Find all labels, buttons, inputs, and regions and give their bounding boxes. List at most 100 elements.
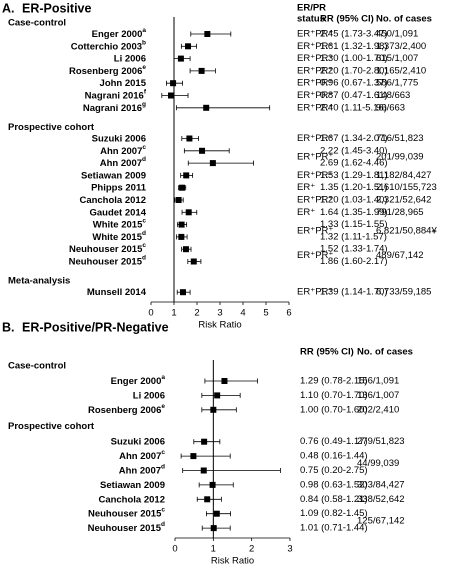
study-label: Ahn 2007d	[119, 464, 165, 476]
study-note: d	[142, 156, 146, 163]
cases-label: 279/51,823	[357, 436, 405, 447]
point-estimate	[186, 135, 193, 142]
point-estimate	[178, 233, 185, 240]
point-estimate	[209, 160, 216, 167]
column-header: status	[297, 14, 325, 25]
point-estimate	[221, 378, 228, 384]
point-estimate	[175, 197, 182, 203]
rr-label: 2.20 (1.70-2.80)	[320, 65, 388, 76]
point-estimate	[204, 31, 211, 37]
study-label: Enger 2000a	[92, 27, 147, 39]
x-axis-label: Risk Ratio	[211, 556, 254, 567]
study-name: John 2015	[100, 78, 147, 89]
point-estimate	[170, 80, 177, 87]
study-name: Neuhouser 2015	[69, 244, 143, 255]
study-name: Nagrani 2016	[85, 90, 144, 101]
status-label: ER⁺PR⁺	[297, 102, 333, 113]
point-estimate	[190, 453, 197, 460]
study-label: Canchola 2012	[79, 195, 146, 206]
point-estimate	[179, 184, 186, 191]
point-estimate	[182, 246, 189, 253]
cases-label: 136/1,007	[357, 390, 399, 401]
study-name: Ahn 2007	[100, 145, 142, 156]
study-name: Enger 2000	[92, 29, 143, 40]
point-estimate	[214, 392, 221, 399]
study-name: Nagrani 2016	[83, 102, 142, 113]
column-header: ER/PR	[297, 3, 326, 14]
column-header: RR (95% CI)	[320, 14, 374, 25]
x-tick-label: 1	[171, 308, 176, 319]
study-note: c	[161, 449, 165, 456]
rr-label: 2.22 (1.45-3.40)	[320, 145, 388, 156]
status-label: ER⁺PR⁺	[297, 170, 333, 181]
status-label: ER⁺PR⁺	[297, 65, 333, 76]
study-name: Enger 2000	[111, 376, 162, 387]
study-note: c	[142, 218, 146, 225]
rr-label: 1.10 (0.70-1.70)	[300, 390, 368, 401]
rr-label: 1.33 (1.15-1.55)	[320, 219, 388, 230]
rr-label: 1.53 (1.29-1.81)	[320, 170, 388, 181]
cases-label: 96/663	[376, 102, 405, 113]
cases-label: 303/84,427	[357, 479, 405, 490]
study-label: Ahn 2007c	[100, 144, 146, 156]
rr-label: 0.84 (0.58-1.21)	[300, 494, 368, 505]
study-label: White 2015d	[92, 230, 146, 242]
study-name: Li 2006	[133, 390, 165, 401]
study-label: Munsell 2014	[87, 287, 147, 298]
study-note: e	[142, 64, 146, 71]
status-label: ER⁺	[297, 207, 315, 218]
study-name: Munsell 2014	[87, 287, 147, 298]
cases-label: 202/2,410	[357, 404, 399, 415]
x-tick-label: 2	[194, 308, 199, 319]
x-tick-label: 0	[148, 308, 153, 319]
study-label: Rosenberg 2006e	[69, 64, 146, 76]
x-tick-label: 4	[240, 308, 245, 319]
study-note: d	[161, 464, 165, 471]
study-label: Suzuki 2006	[111, 436, 165, 447]
cases-label: 2,321/52,642	[376, 195, 431, 206]
status-label: ER⁺PR⁺	[297, 195, 333, 206]
rr-label: 0.75 (0.20-2.75)	[300, 465, 368, 476]
study-note: c	[161, 507, 165, 514]
point-estimate	[213, 510, 220, 517]
rr-label: 1.35 (1.20-1.51)	[320, 182, 388, 193]
rr-label: 1.30 (1.00-1.70)	[320, 53, 388, 64]
group-label: Case-control	[8, 361, 66, 372]
column-header: No. of cases	[357, 347, 413, 358]
study-label: Neuhouser 2015c	[88, 507, 165, 519]
study-name: Suzuki 2006	[92, 133, 146, 144]
point-estimate	[185, 209, 192, 216]
study-note: d	[142, 255, 146, 262]
study-name: Cotterchio 2003	[71, 41, 142, 52]
rr-label: 1.64 (1.35-1.99)	[320, 207, 388, 218]
study-label: Rosenberg 2006e	[88, 403, 165, 415]
study-label: Ahn 2007c	[119, 449, 165, 461]
rr-label: 1.52 (1.33-1.74)	[320, 244, 388, 255]
study-label: Gaudet 2014	[90, 207, 147, 218]
panel-label: A.	[2, 1, 15, 15]
status-label: ER⁺PR⁺	[297, 78, 333, 89]
x-axis-label: Risk Ratio	[198, 320, 241, 331]
status-label: ER⁺PR⁺	[297, 133, 333, 144]
study-label: Setiawan 2009	[100, 479, 165, 490]
study-note: a	[161, 374, 165, 381]
point-estimate	[190, 258, 197, 265]
point-estimate	[179, 289, 186, 296]
x-tick-label: 2	[249, 544, 254, 555]
study-name: Canchola 2012	[79, 195, 146, 206]
rr-label: 1.32 (1.11-1.57)	[320, 231, 387, 242]
study-name: Neuhouser 2015	[88, 508, 162, 519]
study-name: Setiawan 2009	[100, 479, 165, 490]
study-note: g	[142, 101, 146, 108]
rr-label: 2.69 (1.62-4.46)	[320, 158, 388, 169]
cases-label: 615/1,007	[376, 53, 418, 64]
study-name: Li 2006	[114, 53, 146, 64]
study-label: Cotterchio 2003b	[71, 40, 146, 52]
study-label: Phipps 2011	[91, 182, 147, 193]
study-label: Neuhouser 2015c	[69, 242, 146, 254]
status-label: ER⁺PR⁺	[297, 29, 333, 40]
study-note: c	[142, 242, 146, 249]
study-note: d	[142, 230, 146, 237]
status-label: ER⁺	[297, 182, 315, 193]
